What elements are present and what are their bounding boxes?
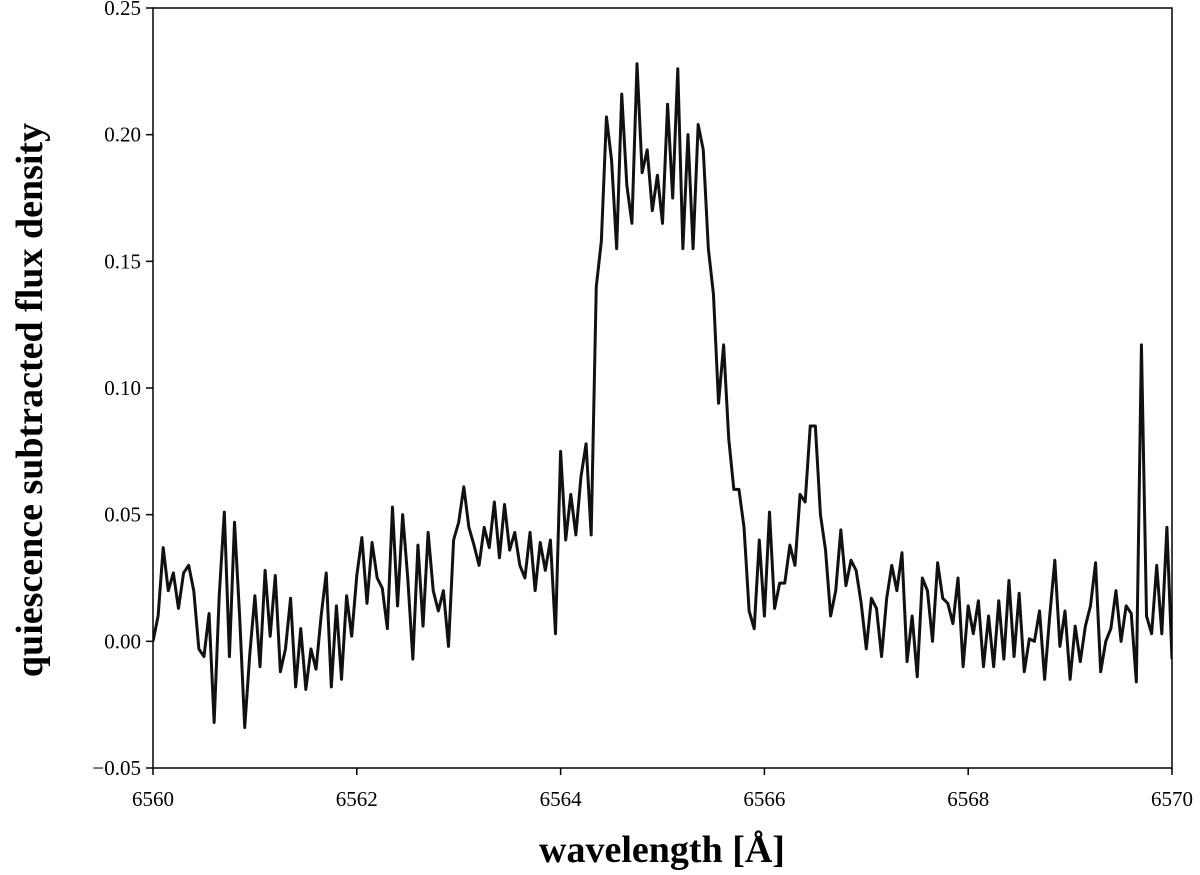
data-line — [153, 62, 1172, 729]
y-tick-label: 0.25 — [104, 0, 141, 20]
x-axis-label: wavelength [Å] — [539, 829, 785, 871]
y-tick-label: 0.15 — [104, 249, 141, 273]
x-tick-label: 6568 — [947, 787, 989, 811]
x-tick-label: 6564 — [540, 787, 583, 811]
y-tick-label: −0.05 — [92, 756, 141, 780]
y-tick-label: 0.00 — [104, 629, 141, 653]
y-axis-label: quiescence subtracted flux density — [9, 123, 51, 677]
x-tick-label: 6566 — [743, 787, 785, 811]
y-tick-label: 0.20 — [104, 123, 141, 147]
y-tick-label: 0.05 — [104, 503, 141, 527]
x-tick-label: 6560 — [132, 787, 174, 811]
y-tick-label: 0.10 — [104, 376, 141, 400]
plot-frame — [152, 7, 1173, 769]
x-tick-label: 6562 — [336, 787, 378, 811]
x-tick-label: 6570 — [1151, 787, 1193, 811]
